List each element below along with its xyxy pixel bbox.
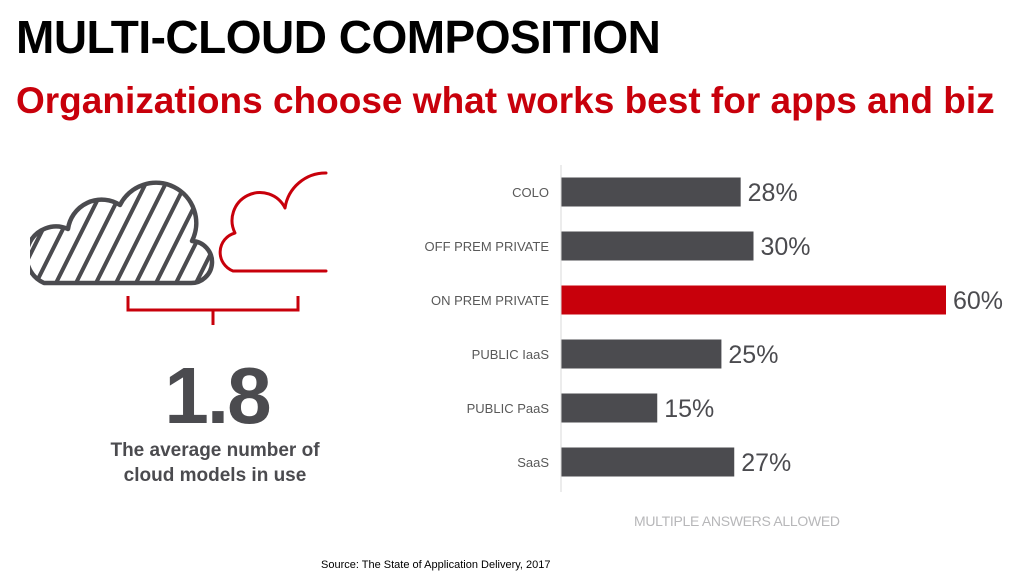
value-label: 60% — [953, 287, 1003, 315]
cloud-hatch-line — [250, 185, 305, 295]
cloud-hatch-line — [310, 185, 330, 295]
value-label: 25% — [728, 341, 778, 369]
value-label: 30% — [761, 233, 811, 261]
bracket-icon — [126, 296, 300, 325]
cloud-outline-hatched-icon — [30, 180, 330, 295]
bar-colo — [561, 177, 741, 207]
stat-caption-line-1: The average number of — [110, 440, 320, 461]
page-title: MULTI-CLOUD COMPOSITION — [16, 11, 661, 63]
category-label: SaaS — [517, 455, 549, 470]
source-citation: Source: The State of Application Deliver… — [321, 559, 551, 571]
bar-off-prem-private — [561, 231, 754, 261]
category-label: PUBLIC PaaS — [467, 401, 550, 416]
category-label: COLO — [512, 185, 549, 200]
cloud-hatch-line — [128, 184, 187, 284]
cloud-hatch-line — [88, 184, 147, 284]
chart-note: MULTIPLE ANSWERS ALLOWED — [634, 513, 840, 529]
cloud-models-bar-chart: COLO OFF PREM PRIVATE ON PREM PRIVATE PUBLI… — [425, 165, 1003, 492]
stat-caption: The average number of cloud models in us… — [80, 438, 350, 488]
value-label: 27% — [741, 449, 791, 477]
bar-public-paas — [561, 393, 658, 423]
value-label: 28% — [748, 179, 798, 207]
category-label: ON PREM PRIVATE — [431, 293, 549, 308]
category-label: PUBLIC IaaS — [472, 347, 550, 362]
cloud-hatch-line — [108, 184, 167, 284]
page-subtitle: Organizations choose what works best for… — [16, 80, 995, 121]
bar-saas — [561, 447, 735, 477]
cloud-outline-red-icon — [218, 171, 328, 273]
category-label: OFF PREM PRIVATE — [425, 239, 550, 254]
stat-caption-line-2: cloud models in use — [123, 465, 307, 486]
cloud-hatch-line — [48, 184, 107, 284]
cloud-hatch-line — [290, 185, 330, 295]
cloud-hatch-line — [270, 185, 325, 295]
value-label: 15% — [664, 395, 714, 423]
bar-on-prem-private — [561, 285, 946, 315]
cloud-illustration — [30, 171, 330, 325]
bar-public-iaas — [561, 339, 722, 369]
stat-value: 1.8 — [164, 351, 271, 440]
cloud-hatch-line — [188, 184, 213, 284]
